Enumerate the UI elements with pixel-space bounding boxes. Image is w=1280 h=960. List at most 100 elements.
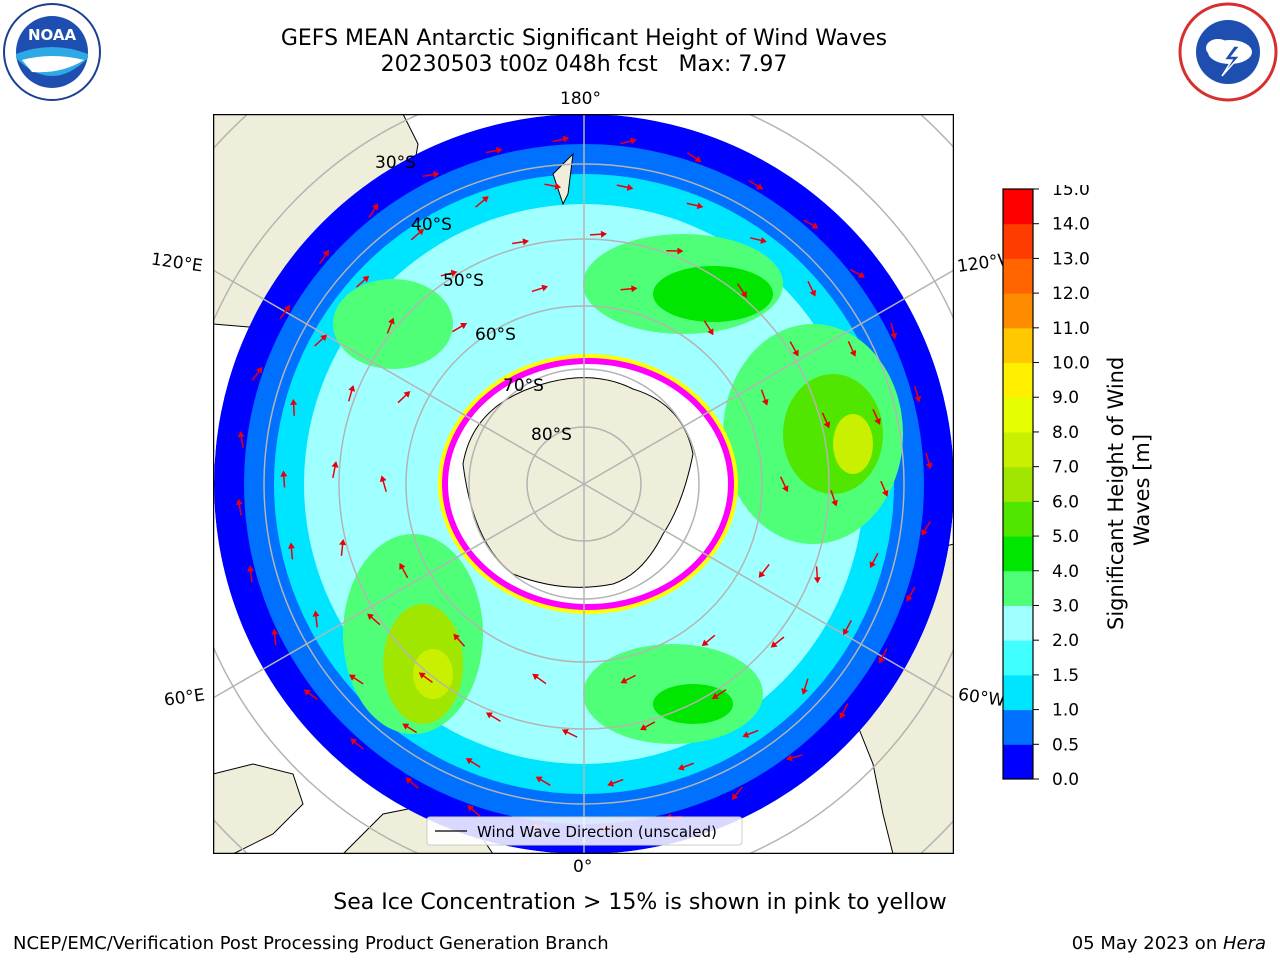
wave-direction-arrow [368, 203, 379, 219]
wave-direction-arrow [869, 552, 879, 569]
colorbar-tick-label: 1.0 [1052, 701, 1079, 721]
wave-direction-arrow [247, 565, 255, 583]
colorbar-tick-label: 12.0 [1052, 284, 1090, 304]
footer-machine: Hera [1222, 933, 1266, 954]
wave-direction-arrow [666, 247, 684, 255]
wave-direction-arrow [640, 721, 656, 731]
wave-direction-arrow [758, 564, 770, 578]
wave-direction-arrow [807, 280, 816, 297]
wave-direction-arrow [750, 236, 767, 244]
colorbar-block [1003, 223, 1033, 259]
lat-label-70s: 70°S [503, 376, 544, 396]
wave-direction-arrow [906, 586, 916, 602]
colorbar-blocks [1003, 189, 1033, 780]
wave-direction-arrow [399, 562, 409, 579]
colorbar-block [1003, 189, 1033, 225]
colorbar-block [1003, 431, 1033, 468]
lon-label-60w: 60°W [956, 684, 1007, 712]
sea-ice-caption: Sea Ice Concentration > 15% is shown in … [333, 890, 947, 915]
lon-label-60e: 60°E [162, 685, 207, 711]
colorbar-tick-label: 11.0 [1052, 319, 1090, 339]
wave-direction-arrow [452, 323, 468, 333]
colorbar-tick-label: 2.0 [1052, 631, 1079, 651]
colorbar-title-line1: Significant Height of Wind [1104, 357, 1128, 630]
wave-direction-arrow [703, 320, 714, 336]
wave-direction-arrow [616, 183, 634, 191]
wave-direction-arrow [512, 238, 529, 246]
wave-direction-arrow [803, 219, 819, 229]
colorbar-tick-label: 14.0 [1052, 215, 1090, 235]
wave-direction-arrow [312, 610, 320, 628]
colorbar-tick-label: 1.5 [1052, 666, 1079, 686]
wave-direction-arrow [331, 461, 339, 478]
graticule [213, 114, 954, 854]
wave-direction-arrow [620, 137, 637, 145]
wave-direction-arrow [890, 322, 898, 340]
wave-direction-arrow [405, 777, 419, 789]
colorbar-tick-label: 5.0 [1052, 527, 1079, 547]
wave-direction-arrow [742, 729, 759, 738]
colorbar-tick-label: 15.0 [1052, 185, 1090, 200]
wave-direction-arrow [418, 672, 433, 684]
colorbar-block [1003, 362, 1033, 398]
colorbar-tick-label: 8.0 [1052, 423, 1079, 443]
wave-direction-arrow [350, 738, 364, 750]
colorbar-block [1003, 293, 1033, 329]
wave-direction-arrow [821, 412, 831, 429]
wave-direction-arrow [561, 729, 578, 738]
wave-direction-arrow [544, 182, 562, 190]
wave-direction-arrow [280, 470, 288, 488]
wave-direction-arrow [847, 341, 857, 357]
colorbar-block [1003, 709, 1033, 745]
wave-direction-arrow [237, 431, 245, 448]
lon-label-0: 0° [573, 857, 593, 877]
colorbar-block [1003, 397, 1033, 433]
colorbar-title-line2: Waves [m] [1130, 434, 1154, 546]
wave-direction-arrow [532, 673, 547, 685]
wave-direction-arrow [531, 284, 549, 293]
wave-direction-arrow [839, 703, 849, 719]
wave-direction-arrow [453, 633, 466, 647]
wave-direction-arrow [339, 538, 347, 556]
wave-direction-arrow [287, 542, 295, 560]
wave-direction-arrow [786, 754, 803, 762]
wave-direction-arrow [921, 520, 931, 536]
footer-date: 05 May 2023 on Hera [1072, 933, 1266, 954]
wave-direction-arrow [552, 135, 570, 143]
wave-direction-arrow [251, 366, 263, 381]
wave-direction-arrow [842, 620, 852, 636]
lon-label-180: 180° [560, 89, 601, 109]
wave-direction-arrow [485, 712, 501, 722]
noaa-logo-text: NOAA [28, 26, 77, 44]
wave-direction-arrow [410, 228, 425, 241]
colorbar-tick-label: 7.0 [1052, 458, 1079, 478]
wave-direction-arrow [440, 269, 458, 277]
colorbar: 0.0 0.5 1.0 1.5 2.0 3.0 4.0 5.0 6.0 7.0 8.0 9.0 10.0… [1002, 185, 1090, 785]
colorbar-tick-label: 0.5 [1052, 735, 1079, 755]
map-frame [213, 114, 954, 854]
wave-direction-arrow [830, 490, 838, 507]
wave-direction-arrow [677, 762, 694, 771]
wave-direction-arrow [348, 674, 364, 685]
colorbar-block [1003, 674, 1033, 711]
legend-label: Wind Wave Direction (unscaled) [477, 823, 717, 841]
wave-direction-arrow [620, 674, 636, 684]
colorbar-tick-label: 4.0 [1052, 562, 1079, 582]
wave-direction-arrow [878, 648, 888, 664]
colorbar-block [1003, 466, 1033, 502]
wave-direction-arrow [318, 249, 330, 265]
wave-direction-arrow [589, 230, 607, 238]
colorbar-block [1003, 605, 1033, 641]
wave-direction-arrow [736, 283, 748, 298]
wave-direction-arrow [467, 805, 481, 817]
wave-direction-arrow [422, 171, 440, 178]
wave-direction-arrow [872, 408, 881, 425]
lat-label-80s: 80°S [531, 425, 572, 445]
wave-direction-arrow [465, 758, 481, 768]
wave-direction-arrow [235, 498, 243, 516]
wave-direction-arrow [789, 341, 799, 357]
noaa-logo: NOAA [3, 3, 101, 101]
wave-direction-arrow [686, 151, 702, 162]
wave-direction-arrow [303, 689, 318, 701]
colorbar-block [1003, 640, 1033, 676]
